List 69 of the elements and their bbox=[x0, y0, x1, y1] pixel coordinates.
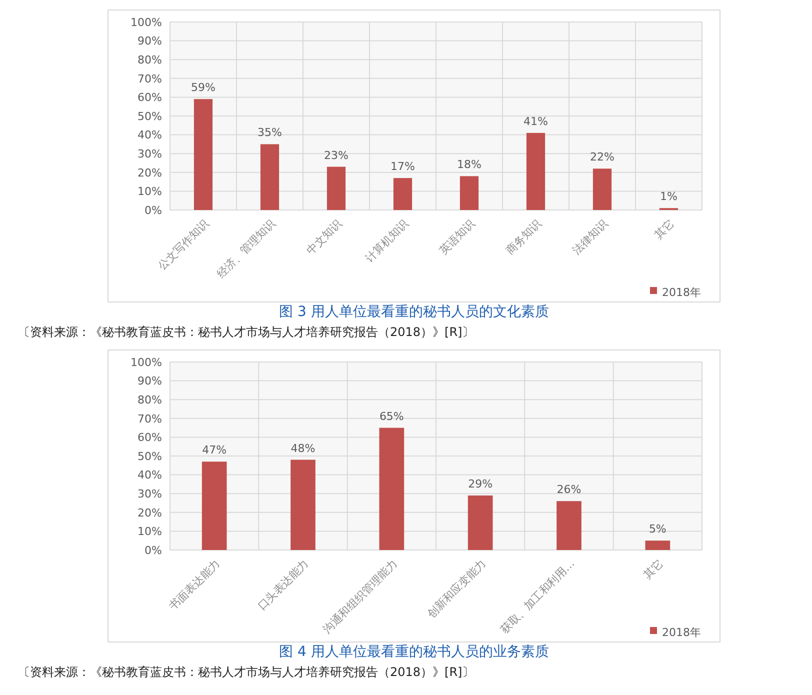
x-tick-label: 法律知识 bbox=[570, 216, 610, 258]
text: 图 3 用人单位最看重的秘书人员的文化素质 bbox=[279, 304, 549, 320]
bar bbox=[202, 462, 227, 550]
x-tick-label: 口头表达能力 bbox=[255, 556, 312, 613]
bar bbox=[645, 540, 670, 550]
y-tick-label: 70% bbox=[138, 72, 162, 86]
x-tick-label: 书面表达能力 bbox=[166, 556, 222, 613]
bar bbox=[194, 99, 213, 210]
y-tick-label: 0% bbox=[144, 544, 162, 557]
bar bbox=[290, 460, 316, 550]
x-tick-label: 创新和应变能力 bbox=[424, 556, 488, 621]
y-tick-label: 60% bbox=[138, 431, 162, 444]
data-label: 48% bbox=[290, 442, 316, 455]
data-label: 18% bbox=[457, 158, 482, 172]
legend-label: 2018年 bbox=[662, 286, 701, 299]
bar bbox=[326, 166, 346, 210]
y-tick-label: 10% bbox=[138, 525, 162, 538]
y-tick-label: 20% bbox=[138, 166, 162, 180]
y-tick-label: 0% bbox=[144, 204, 162, 217]
bar bbox=[393, 178, 412, 210]
x-tick-label: 获取、加工和利用… bbox=[498, 556, 578, 636]
x-tick-label: 商务知识 bbox=[504, 216, 544, 258]
text: 〔资料来源：《秘书教育蓝皮书：秘书人才市场与人才培养研究报告（2018）》[R]〕 bbox=[18, 665, 474, 679]
x-tick-label: 公文写作知识 bbox=[156, 216, 212, 273]
data-label: 41% bbox=[524, 114, 548, 128]
y-tick-label: 100% bbox=[130, 16, 162, 29]
y-tick-label: 90% bbox=[138, 34, 162, 48]
data-label: 5% bbox=[648, 522, 666, 536]
bar bbox=[526, 132, 546, 210]
y-tick-label: 90% bbox=[138, 374, 162, 388]
y-tick-label: 80% bbox=[138, 393, 162, 406]
x-tick-label: 经济、管理知识 bbox=[214, 216, 278, 281]
data-label: 23% bbox=[324, 148, 348, 162]
bar bbox=[468, 495, 493, 550]
data-label: 22% bbox=[590, 150, 614, 164]
y-tick-label: 40% bbox=[138, 128, 162, 142]
x-tick-label: 沟通和组织管理能力 bbox=[320, 556, 400, 636]
x-tick-label: 其它 bbox=[652, 216, 677, 242]
legend-label: 2018年 bbox=[662, 626, 701, 639]
bar bbox=[260, 144, 280, 210]
bar bbox=[460, 176, 479, 210]
bar bbox=[592, 168, 612, 210]
y-tick-label: 10% bbox=[138, 185, 162, 198]
data-label: 65% bbox=[379, 410, 404, 423]
y-tick-label: 50% bbox=[138, 450, 162, 463]
y-tick-label: 40% bbox=[138, 468, 162, 482]
y-tick-label: 60% bbox=[138, 91, 162, 104]
y-tick-label: 30% bbox=[138, 147, 162, 160]
text: 〔资料来源：《秘书教育蓝皮书：秘书人才市场与人才培养研究报告（2018）》[R]〕 bbox=[18, 325, 474, 339]
x-tick-label: 其它 bbox=[641, 556, 666, 582]
x-tick-label: 中文知识 bbox=[304, 216, 344, 258]
data-label: 59% bbox=[191, 81, 216, 94]
text: 图 4 用人单位最看重的秘书人员的业务素质 bbox=[279, 644, 549, 660]
y-tick-label: 50% bbox=[138, 110, 162, 123]
data-label: 35% bbox=[258, 126, 282, 140]
data-label: 1% bbox=[660, 190, 678, 204]
y-tick-label: 100% bbox=[130, 356, 162, 369]
data-label: 29% bbox=[468, 477, 493, 490]
data-label: 47% bbox=[202, 444, 227, 457]
y-tick-label: 70% bbox=[138, 412, 162, 426]
x-tick-label: 英语知识 bbox=[437, 216, 478, 258]
y-tick-label: 20% bbox=[138, 506, 162, 520]
data-label: 17% bbox=[390, 160, 415, 174]
y-tick-label: 80% bbox=[138, 53, 162, 66]
x-tick-label: 计算机知识 bbox=[362, 216, 411, 266]
y-tick-label: 30% bbox=[138, 487, 162, 500]
bar bbox=[556, 501, 582, 550]
data-label: 26% bbox=[556, 483, 582, 496]
bar bbox=[379, 428, 404, 550]
